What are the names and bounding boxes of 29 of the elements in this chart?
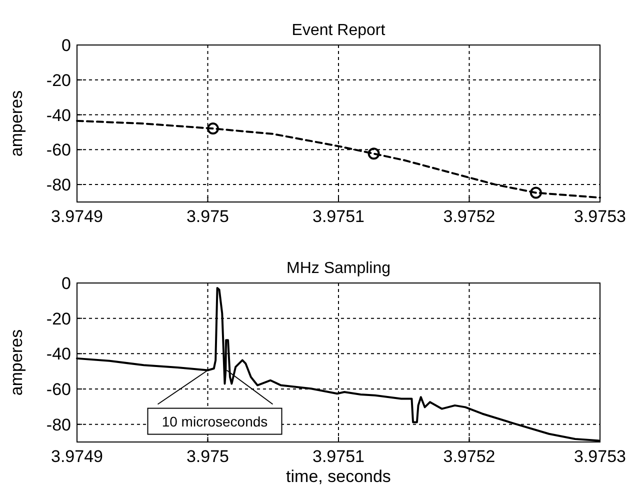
x-axis-title: time, seconds — [286, 467, 391, 486]
y-tick-label: -20 — [46, 70, 71, 90]
x-tick-label: 3.9752 — [443, 207, 496, 226]
y-tick-label: -40 — [46, 106, 71, 125]
y-tick-label: 0 — [62, 274, 71, 293]
x-tick-label: 3.975 — [186, 447, 230, 466]
point — [368, 148, 380, 160]
y-axis-title: amperes — [7, 90, 26, 157]
chart-title: Event Report — [292, 22, 386, 39]
point — [530, 186, 542, 199]
x-tick-label: 3.9751 — [312, 447, 364, 466]
x-tick-label: 3.975 — [186, 207, 230, 226]
y-tick-label: -60 — [46, 140, 71, 160]
chart-title: MHz Sampling — [286, 260, 391, 277]
x-tick-label: 3.9751 — [312, 207, 364, 226]
point — [206, 122, 219, 135]
y-axis-title: amperes — [7, 329, 26, 396]
x-tick-label: 3.9753 — [574, 447, 626, 466]
x-tick-label: 3.9749 — [51, 447, 103, 466]
annotation: 10 microseconds — [162, 413, 268, 430]
y-tick-label: 0 — [62, 36, 71, 55]
y-tick-label: -80 — [46, 176, 71, 195]
x-tick-label: 3.9752 — [443, 447, 496, 466]
x-tick-label: 3.9753 — [574, 207, 626, 226]
y-tick-label: -40 — [46, 344, 71, 364]
y-tick-label: -60 — [46, 380, 71, 399]
x-tick-label: 3.9749 — [51, 207, 103, 226]
y-tick-label: -80 — [46, 415, 71, 434]
y-tick-label: -20 — [46, 309, 71, 328]
